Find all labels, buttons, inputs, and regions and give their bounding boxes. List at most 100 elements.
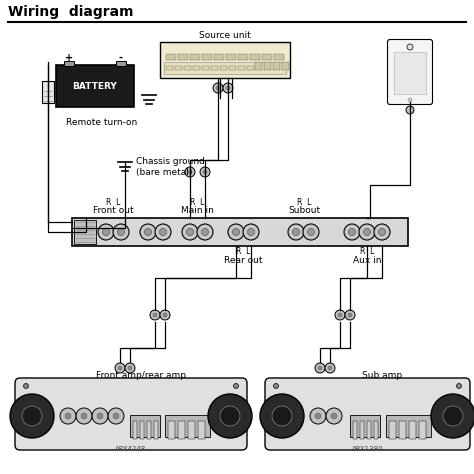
Text: Subout: Subout <box>288 206 320 215</box>
Bar <box>133 421 137 439</box>
Circle shape <box>65 413 71 419</box>
Bar <box>220 66 227 70</box>
Text: R  L: R L <box>106 198 120 207</box>
Circle shape <box>197 224 213 240</box>
Text: Aux in: Aux in <box>353 256 381 265</box>
Text: Main in: Main in <box>181 206 213 215</box>
Circle shape <box>128 366 132 370</box>
Circle shape <box>97 413 103 419</box>
Circle shape <box>374 224 390 240</box>
Circle shape <box>443 406 463 426</box>
Bar <box>198 421 205 439</box>
Bar <box>214 54 224 60</box>
Circle shape <box>201 228 209 236</box>
Circle shape <box>145 228 152 236</box>
Bar <box>389 421 396 439</box>
Circle shape <box>315 413 321 419</box>
Bar <box>264 62 271 70</box>
Circle shape <box>216 86 220 90</box>
Circle shape <box>456 383 462 389</box>
Bar <box>202 54 212 60</box>
FancyBboxPatch shape <box>265 378 470 450</box>
Circle shape <box>273 383 279 389</box>
Bar <box>353 421 357 439</box>
Circle shape <box>159 228 166 236</box>
Circle shape <box>325 363 335 373</box>
Circle shape <box>243 224 259 240</box>
Bar <box>360 421 364 439</box>
Circle shape <box>118 228 125 236</box>
Bar <box>367 421 371 439</box>
Bar <box>56 65 134 107</box>
Circle shape <box>108 408 124 424</box>
Bar <box>238 66 245 70</box>
Bar <box>282 62 289 70</box>
Circle shape <box>185 167 195 177</box>
Circle shape <box>118 366 122 370</box>
Circle shape <box>345 310 355 320</box>
Circle shape <box>60 408 76 424</box>
Bar <box>399 421 406 439</box>
Circle shape <box>326 408 342 424</box>
Text: Front out: Front out <box>93 206 133 215</box>
Circle shape <box>160 310 170 320</box>
Bar <box>154 421 158 439</box>
Circle shape <box>348 313 352 317</box>
Bar <box>386 415 431 437</box>
Text: -: - <box>119 53 123 63</box>
Circle shape <box>234 383 238 389</box>
Bar <box>188 421 195 439</box>
Bar <box>140 421 144 439</box>
Circle shape <box>288 224 304 240</box>
Bar <box>211 66 218 70</box>
Bar <box>164 62 286 74</box>
Circle shape <box>348 228 356 236</box>
Bar <box>74 220 96 244</box>
Circle shape <box>203 170 207 174</box>
Bar <box>190 54 200 60</box>
Circle shape <box>10 394 54 438</box>
Circle shape <box>310 408 326 424</box>
Text: Front amp/rear amp: Front amp/rear amp <box>96 372 186 381</box>
Circle shape <box>213 83 223 93</box>
Bar <box>168 421 175 439</box>
Bar <box>247 66 254 70</box>
Bar <box>184 66 191 70</box>
Circle shape <box>228 224 244 240</box>
Bar <box>130 415 160 437</box>
Bar <box>147 421 151 439</box>
Circle shape <box>233 228 239 236</box>
Circle shape <box>247 228 255 236</box>
Circle shape <box>113 224 129 240</box>
Bar <box>250 54 260 60</box>
Circle shape <box>408 98 412 102</box>
FancyBboxPatch shape <box>15 378 247 450</box>
Circle shape <box>115 363 125 373</box>
Text: Chassis ground
(bare metal): Chassis ground (bare metal) <box>136 157 205 177</box>
Text: BATTERY: BATTERY <box>73 82 118 91</box>
Text: Sub amp: Sub amp <box>363 372 402 381</box>
Bar <box>116 61 126 66</box>
Circle shape <box>155 224 171 240</box>
Circle shape <box>315 363 325 373</box>
Circle shape <box>102 228 109 236</box>
Circle shape <box>335 310 345 320</box>
Circle shape <box>431 394 474 438</box>
Text: R  L: R L <box>297 198 311 207</box>
Circle shape <box>338 313 342 317</box>
Circle shape <box>200 167 210 177</box>
Circle shape <box>364 228 371 236</box>
Circle shape <box>208 394 252 438</box>
Circle shape <box>406 106 414 114</box>
Text: Source unit: Source unit <box>199 30 251 39</box>
Text: R  L: R L <box>190 198 204 207</box>
Circle shape <box>182 224 198 240</box>
Circle shape <box>344 224 360 240</box>
Text: Remote turn-on: Remote turn-on <box>66 118 137 127</box>
Circle shape <box>22 406 42 426</box>
Text: +: + <box>65 53 73 63</box>
Circle shape <box>328 366 332 370</box>
Text: APX4248: APX4248 <box>115 446 146 452</box>
Bar <box>178 54 188 60</box>
Circle shape <box>150 310 160 320</box>
